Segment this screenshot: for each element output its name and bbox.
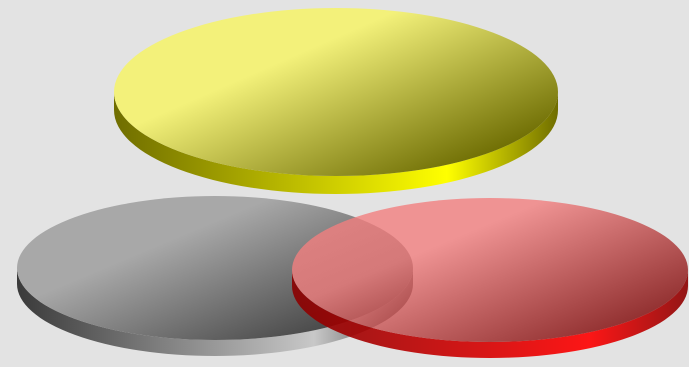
gray-disc-side [17, 268, 413, 356]
red-disc-side [292, 270, 688, 358]
red-disc [292, 198, 688, 358]
red-disc-top [292, 198, 688, 342]
yellow-disc-top [114, 8, 558, 176]
yellow-disc-side [114, 92, 558, 194]
yellow-disc [114, 8, 558, 194]
